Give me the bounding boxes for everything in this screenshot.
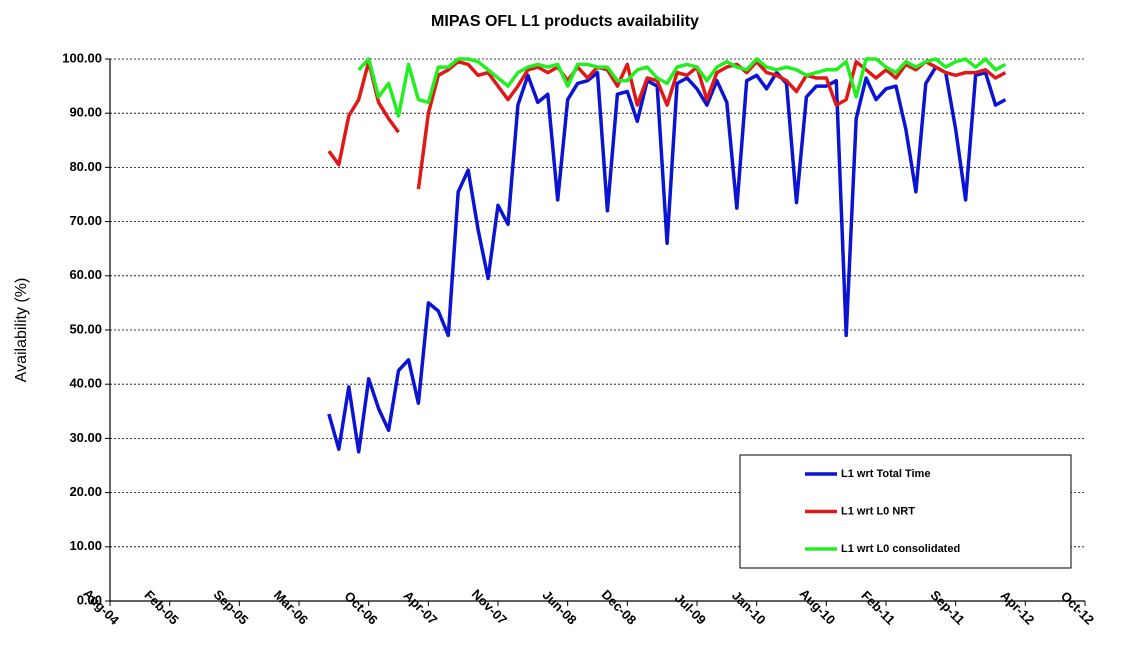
x-tick-label: Mar-06 — [271, 587, 311, 627]
x-tick-label: Jun-08 — [539, 587, 579, 627]
y-tick-label: 80.00 — [69, 159, 102, 174]
series-line — [357, 57, 1007, 118]
x-tick-label: Aug-10 — [797, 586, 839, 628]
y-axis-title: Availability (%) — [13, 278, 30, 383]
series-line — [327, 59, 1007, 190]
y-tick-label: 60.00 — [69, 267, 102, 282]
x-tick-label: Apr-07 — [401, 588, 441, 628]
x-tick-label: Apr-12 — [998, 588, 1038, 628]
legend-box — [739, 454, 1072, 569]
x-tick-label: Oct-06 — [342, 588, 381, 627]
x-tick-label: Sep-11 — [927, 587, 967, 627]
y-tick-label: 100.00 — [62, 50, 102, 65]
x-tick-label: Nov-07 — [469, 586, 510, 627]
y-tick-label: 20.00 — [69, 484, 102, 499]
legend-label: L1 wrt L0 NRT — [841, 505, 915, 517]
y-tick-label: 40.00 — [69, 376, 102, 391]
legend-label: L1 wrt Total Time — [841, 468, 930, 480]
x-tick-label: Feb-05 — [142, 587, 182, 627]
x-tick-label: Oct-12 — [1058, 588, 1097, 627]
y-tick-label: 30.00 — [69, 430, 102, 445]
y-tick-label: 90.00 — [69, 105, 102, 120]
x-tick-label: Feb-11 — [858, 588, 898, 628]
x-tick-label: Jul-09 — [672, 590, 709, 627]
series-line — [327, 65, 1007, 454]
y-tick-label: 70.00 — [69, 213, 102, 228]
y-tick-label: 10.00 — [69, 538, 102, 553]
x-tick-label: Sep-05 — [211, 587, 252, 628]
y-tick-label: 0.00 — [77, 592, 102, 607]
y-tick-label: 50.00 — [69, 321, 102, 336]
legend-label: L1 wrt L0 consolidated — [841, 543, 960, 555]
x-tick-label: Dec-08 — [599, 587, 640, 628]
x-tick-label: Jan-10 — [729, 588, 769, 628]
chart-title: MIPAS OFL L1 products availability — [431, 13, 699, 30]
